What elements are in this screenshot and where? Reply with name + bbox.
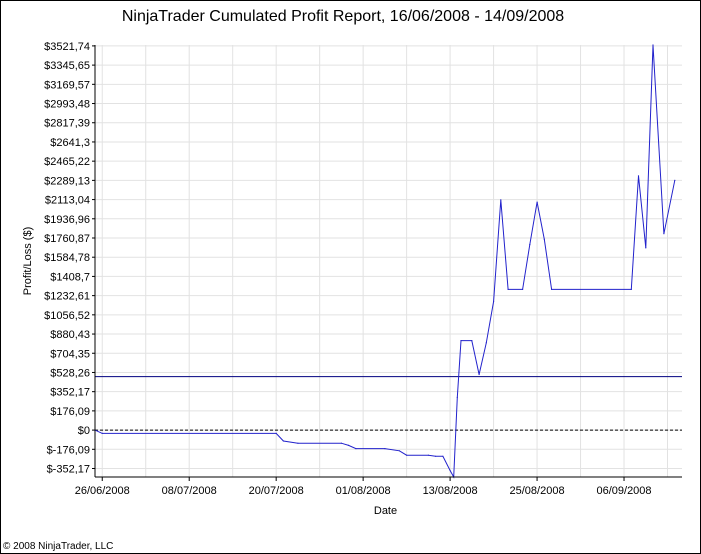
y-tick-label: $2113,04: [45, 195, 90, 207]
data-point: [478, 373, 480, 376]
data-point: [536, 201, 538, 203]
data-point: [449, 469, 451, 472]
y-tick-label: $1056,52: [44, 310, 90, 322]
y-tick-label: $176,09: [50, 406, 90, 418]
data-point: [460, 340, 462, 342]
data-point: [500, 199, 502, 201]
y-tick-label: $3521,74: [44, 41, 90, 53]
x-tick-label: 06/09/2008: [596, 485, 651, 497]
x-tick-label: 13/08/2008: [423, 485, 478, 497]
data-point: [637, 175, 640, 177]
y-tick-label: $3345,65: [44, 60, 90, 72]
data-point: [398, 450, 400, 452]
data-point: [663, 233, 665, 235]
data-point: [355, 448, 357, 450]
data-point: [529, 244, 531, 246]
copyright-notice: © 2008 NinjaTrader, LLC: [3, 541, 114, 552]
x-tick-label: 25/08/2008: [510, 485, 565, 497]
y-tick-label: $1584,78: [44, 252, 90, 264]
y-axis-label: Profit/Loss ($): [22, 227, 34, 295]
y-tick-label: $2641,3: [50, 137, 90, 149]
y-tick-label: $2993,48: [44, 99, 90, 111]
data-point: [522, 288, 524, 290]
y-tick-label: $3169,57: [44, 79, 90, 91]
data-point: [652, 44, 654, 46]
data-point: [340, 442, 342, 444]
data-point: [543, 238, 545, 240]
data-point: [297, 442, 299, 444]
y-tick-label: $880,43: [50, 329, 90, 341]
data-point: [406, 454, 408, 456]
y-tick-label: $-176,09: [47, 444, 90, 456]
data-point: [275, 432, 277, 434]
data-point: [645, 247, 647, 249]
data-point: [384, 448, 386, 450]
x-axis-label: Date: [374, 505, 397, 517]
y-tick-label: $1232,61: [44, 291, 90, 303]
data-point: [435, 455, 437, 457]
y-tick-label: $-352,17: [47, 464, 90, 476]
y-tick-label: $1936,96: [44, 214, 90, 226]
y-tick-label: $352,17: [50, 387, 90, 399]
data-point: [427, 454, 429, 456]
y-tick-label: $528,26: [50, 367, 90, 379]
x-tick-label: 01/08/2008: [336, 485, 391, 497]
y-tick-label: $1408,7: [50, 271, 90, 283]
data-point: [493, 300, 495, 302]
chart-title: NinjaTrader Cumulated Profit Report, 16/…: [121, 8, 565, 25]
y-tick-label: $1760,87: [44, 233, 90, 245]
data-point: [507, 288, 509, 290]
x-tick-label: 20/07/2008: [249, 485, 304, 497]
y-tick-label: $704,35: [50, 348, 90, 360]
y-tick-label: $2817,39: [44, 118, 90, 130]
data-point: [101, 432, 103, 434]
data-point: [348, 444, 350, 446]
data-point: [442, 455, 444, 457]
data-point: [674, 179, 676, 181]
y-tick-label: $2465,22: [44, 156, 90, 168]
x-tick-label: 08/07/2008: [162, 485, 217, 497]
data-point: [282, 440, 284, 442]
x-tick-label: 26/06/2008: [75, 485, 130, 497]
y-tick-label: $0: [78, 425, 90, 437]
y-tick-label: $2289,13: [44, 175, 90, 187]
plot-area: [95, 45, 682, 477]
data-point: [456, 396, 458, 398]
data-point: [471, 340, 473, 342]
data-point: [485, 342, 487, 344]
data-point: [551, 288, 553, 290]
data-point: [630, 288, 632, 290]
